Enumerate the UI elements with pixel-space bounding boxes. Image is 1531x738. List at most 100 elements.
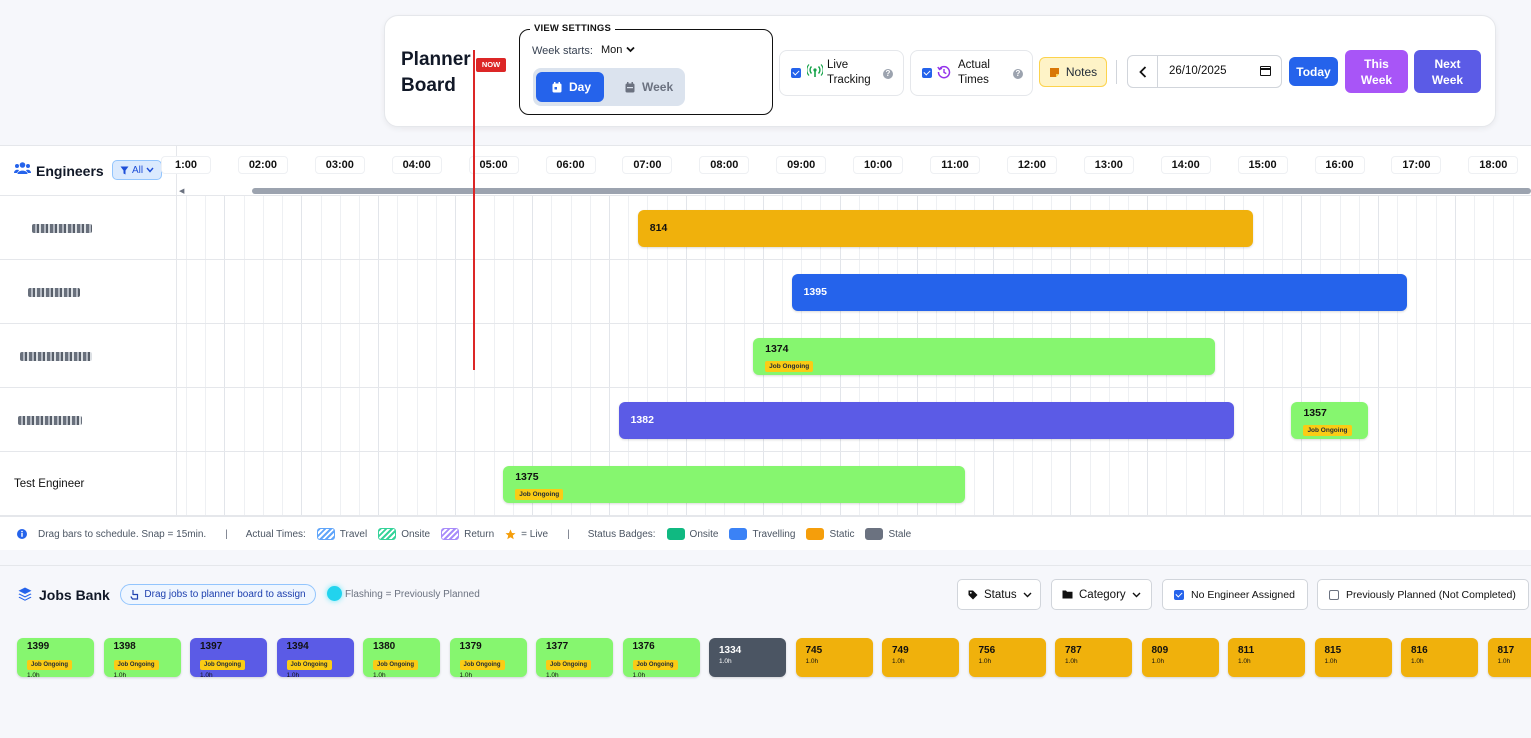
engineer-row[interactable]: 1382 1357 Job Ongoing xyxy=(0,388,1531,452)
job-card[interactable]: 809 1.0h xyxy=(1141,638,1219,677)
engineer-row[interactable]: 814 xyxy=(0,196,1531,260)
previous-day-button[interactable] xyxy=(1128,56,1158,87)
job-bar[interactable]: 1357 Job Ongoing xyxy=(1291,402,1369,439)
grid-line xyxy=(1243,388,1245,451)
grid-line xyxy=(1301,452,1303,515)
job-card[interactable]: 745 1.0h xyxy=(795,638,873,677)
job-bar[interactable]: 1395 xyxy=(791,274,1407,311)
live-tracking-label: Live Tracking xyxy=(827,59,871,86)
job-card[interactable]: 817 1.0h xyxy=(1487,638,1531,677)
calendar-icon[interactable] xyxy=(1260,66,1271,76)
category-filter-dropdown[interactable]: Category xyxy=(1051,579,1152,610)
grid-line xyxy=(416,388,418,451)
legend-hint: Drag bars to schedule. Snap = 15min. xyxy=(17,529,206,540)
no-engineer-filter[interactable]: No Engineer Assigned xyxy=(1162,579,1308,610)
job-card[interactable]: 1379 Job Ongoing 1.0h xyxy=(449,638,527,679)
grid-line xyxy=(705,260,707,323)
grid-line xyxy=(1416,260,1418,323)
grid-line xyxy=(1070,452,1072,515)
job-card-id: 1376 xyxy=(632,641,655,652)
job-card[interactable]: 1380 Job Ongoing 1.0h xyxy=(363,638,440,679)
job-bar-id: 1375 xyxy=(515,471,539,483)
view-settings-legend: VIEW SETTINGS xyxy=(530,23,616,34)
today-button[interactable]: Today xyxy=(1289,57,1338,86)
legend-onsite-label: Onsite xyxy=(401,528,431,540)
date-input[interactable]: 26/10/2025 xyxy=(1169,65,1227,77)
grid-line xyxy=(1281,452,1283,515)
help-icon[interactable]: ? xyxy=(883,69,893,79)
grid-line xyxy=(262,452,264,515)
grid-line xyxy=(1397,452,1399,515)
scroll-left-icon[interactable]: ◀ xyxy=(179,188,185,195)
grid-line xyxy=(1474,260,1476,323)
job-card[interactable]: 1394 Job Ongoing 1.0h xyxy=(276,638,354,679)
actual-times-checkbox[interactable] xyxy=(922,68,932,78)
row-timeline[interactable]: 1375 Job Ongoing xyxy=(177,452,1531,515)
hour-label: 17:00 xyxy=(1391,156,1442,174)
job-card[interactable]: 811 1.0h xyxy=(1228,638,1305,677)
live-tracking-toggle[interactable]: Live Tracking ? xyxy=(779,50,904,96)
day-view-button[interactable]: Day xyxy=(536,72,604,102)
notes-button[interactable]: Notes xyxy=(1039,57,1107,87)
job-bar[interactable]: 814 xyxy=(637,210,1253,247)
next-week-button[interactable]: Next Week xyxy=(1414,50,1481,93)
engineer-filter-button[interactable]: All xyxy=(112,160,162,180)
this-week-button[interactable]: This Week xyxy=(1345,50,1408,93)
job-card[interactable]: 1377 Job Ongoing 1.0h xyxy=(536,638,613,679)
row-timeline[interactable]: 1382 1357 Job Ongoing xyxy=(177,388,1531,451)
row-timeline[interactable]: 1374 Job Ongoing xyxy=(177,324,1531,387)
planner-legend: Drag bars to schedule. Snap = 15min. | A… xyxy=(0,516,1531,551)
hour-label: 05:00 xyxy=(468,156,519,174)
grid-line xyxy=(1281,388,1283,451)
live-tracking-checkbox[interactable] xyxy=(791,68,801,78)
grid-line xyxy=(608,388,610,451)
job-bar[interactable]: 1382 xyxy=(618,402,1234,439)
week-view-button[interactable]: Week xyxy=(609,72,681,102)
job-card[interactable]: 749 1.0h xyxy=(882,638,959,677)
previously-planned-checkbox[interactable] xyxy=(1329,589,1339,600)
job-card[interactable]: 1376 Job Ongoing 1.0h xyxy=(622,638,700,679)
engineer-row[interactable]: Test Engineer 1375 Job Ongoing xyxy=(0,452,1531,516)
no-engineer-checkbox[interactable] xyxy=(1174,589,1184,600)
grid-line xyxy=(1397,324,1399,387)
timeline-scrollbar[interactable]: ◀ xyxy=(177,186,1531,195)
job-status-badge: Job Ongoing xyxy=(459,660,505,670)
status-filter-dropdown[interactable]: Status xyxy=(957,579,1041,610)
row-timeline[interactable]: 1395 xyxy=(177,260,1531,323)
job-card-id: 1397 xyxy=(200,641,223,652)
grid-line xyxy=(359,196,361,259)
grid-line xyxy=(243,324,245,387)
row-timeline[interactable]: 814 xyxy=(177,196,1531,259)
grid-line xyxy=(1262,452,1264,515)
grid-line xyxy=(397,388,399,451)
job-card[interactable]: 1398 Job Ongoing 1.0h xyxy=(103,638,181,679)
grid-line xyxy=(205,260,207,323)
grid-line xyxy=(359,388,361,451)
previously-planned-filter[interactable]: Previously Planned (Not Completed) xyxy=(1317,579,1529,610)
grid-line xyxy=(1204,452,1206,515)
job-bar[interactable]: 1375 Job Ongoing xyxy=(503,466,965,503)
week-starts-select[interactable]: Mon xyxy=(601,44,636,56)
actual-times-toggle[interactable]: Actual Times ? xyxy=(910,50,1033,96)
help-icon[interactable]: ? xyxy=(1013,69,1023,79)
job-card[interactable]: 1334 1.0h xyxy=(709,638,786,677)
engineer-row[interactable]: 1395 xyxy=(0,260,1531,324)
engineer-row[interactable]: 1374 Job Ongoing xyxy=(0,324,1531,388)
grid-line xyxy=(262,388,264,451)
job-bar[interactable]: 1374 Job Ongoing xyxy=(753,338,1215,375)
scrollbar-thumb[interactable] xyxy=(252,188,1531,194)
grid-line xyxy=(301,324,303,387)
planner-toolbar: Planner Board VIEW SETTINGS Week starts:… xyxy=(384,15,1496,127)
grid-line xyxy=(551,388,553,451)
job-card[interactable]: 756 1.0h xyxy=(968,638,1046,677)
job-card[interactable]: 1397 Job Ongoing 1.0h xyxy=(190,638,267,679)
grid-line xyxy=(1358,196,1360,259)
grid-line xyxy=(1320,452,1322,515)
job-card[interactable]: 815 1.0h xyxy=(1314,638,1392,677)
job-card[interactable]: 1399 Job Ongoing 1.0h xyxy=(17,638,94,679)
grid-line xyxy=(378,260,380,323)
job-card[interactable]: 816 1.0h xyxy=(1401,638,1478,677)
job-card[interactable]: 787 1.0h xyxy=(1055,638,1132,677)
grid-line xyxy=(532,324,534,387)
timeline-header: ◀ 1:00 02:00 03:00 04:00 05:00 06:00 07:00 08:0… xyxy=(161,146,1531,196)
